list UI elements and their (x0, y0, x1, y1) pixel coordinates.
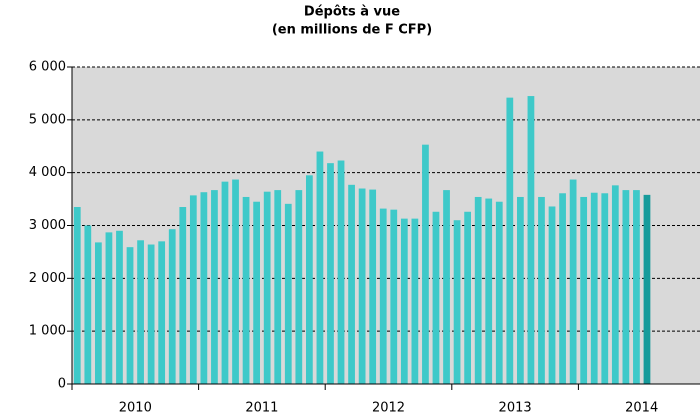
bar (137, 240, 144, 384)
x-group-label: 2013 (499, 401, 532, 416)
y-tick-label: 4 000 (29, 165, 66, 180)
bar (73, 207, 81, 384)
bar (390, 209, 398, 384)
bar (232, 179, 239, 384)
y-tick-label: 6 000 (29, 60, 66, 75)
bar (506, 97, 514, 384)
bar (263, 191, 271, 384)
bar (453, 220, 461, 384)
bar (643, 194, 651, 384)
bar (400, 218, 408, 384)
bar (601, 193, 609, 384)
bar (474, 196, 482, 384)
x-group-label: 2014 (625, 401, 658, 416)
bar (569, 179, 577, 384)
bar (126, 247, 134, 384)
bar (242, 196, 250, 384)
y-tick-label: 1 000 (29, 324, 66, 339)
bar (485, 198, 493, 384)
bar (369, 189, 377, 384)
x-group-label: 2010 (119, 401, 152, 416)
bar (495, 201, 503, 384)
bar (274, 190, 282, 384)
bar (633, 190, 640, 384)
bar (316, 151, 324, 384)
bar (327, 163, 334, 384)
bar (538, 196, 545, 384)
bar (337, 160, 345, 384)
bar (432, 211, 440, 384)
bar (580, 196, 588, 384)
chart-title: Dépôts à vue (304, 5, 400, 20)
bar (221, 181, 229, 384)
x-group-label: 2012 (372, 401, 405, 416)
bar (284, 203, 292, 384)
bar (200, 192, 208, 384)
bar (527, 96, 535, 384)
x-group-label: 2011 (245, 401, 278, 416)
bar (443, 190, 450, 384)
bar (158, 241, 166, 384)
y-tick-label: 5 000 (29, 112, 66, 127)
bar (179, 207, 187, 384)
bar (422, 144, 429, 384)
bar (147, 244, 155, 384)
bar (358, 188, 366, 384)
bar (295, 190, 303, 384)
bar (411, 218, 419, 384)
bar (611, 185, 619, 384)
bar (348, 184, 355, 384)
bar (516, 196, 524, 384)
bar (379, 208, 387, 384)
bar (211, 190, 218, 384)
bar (116, 230, 123, 384)
bar (94, 242, 102, 384)
y-tick-label: 2 000 (29, 271, 66, 286)
bar (253, 201, 261, 384)
bar (559, 193, 566, 384)
bar (590, 192, 598, 384)
bar (84, 225, 92, 384)
bar (105, 232, 113, 384)
bar (189, 195, 197, 384)
bar (548, 206, 556, 384)
bar (168, 229, 176, 384)
bar (464, 211, 472, 384)
chart-subtitle: (en millions de F CFP) (272, 23, 432, 38)
bar (622, 190, 630, 384)
y-tick-label: 0 (58, 377, 66, 392)
y-tick-label: 3 000 (29, 218, 66, 233)
bar (305, 175, 313, 384)
